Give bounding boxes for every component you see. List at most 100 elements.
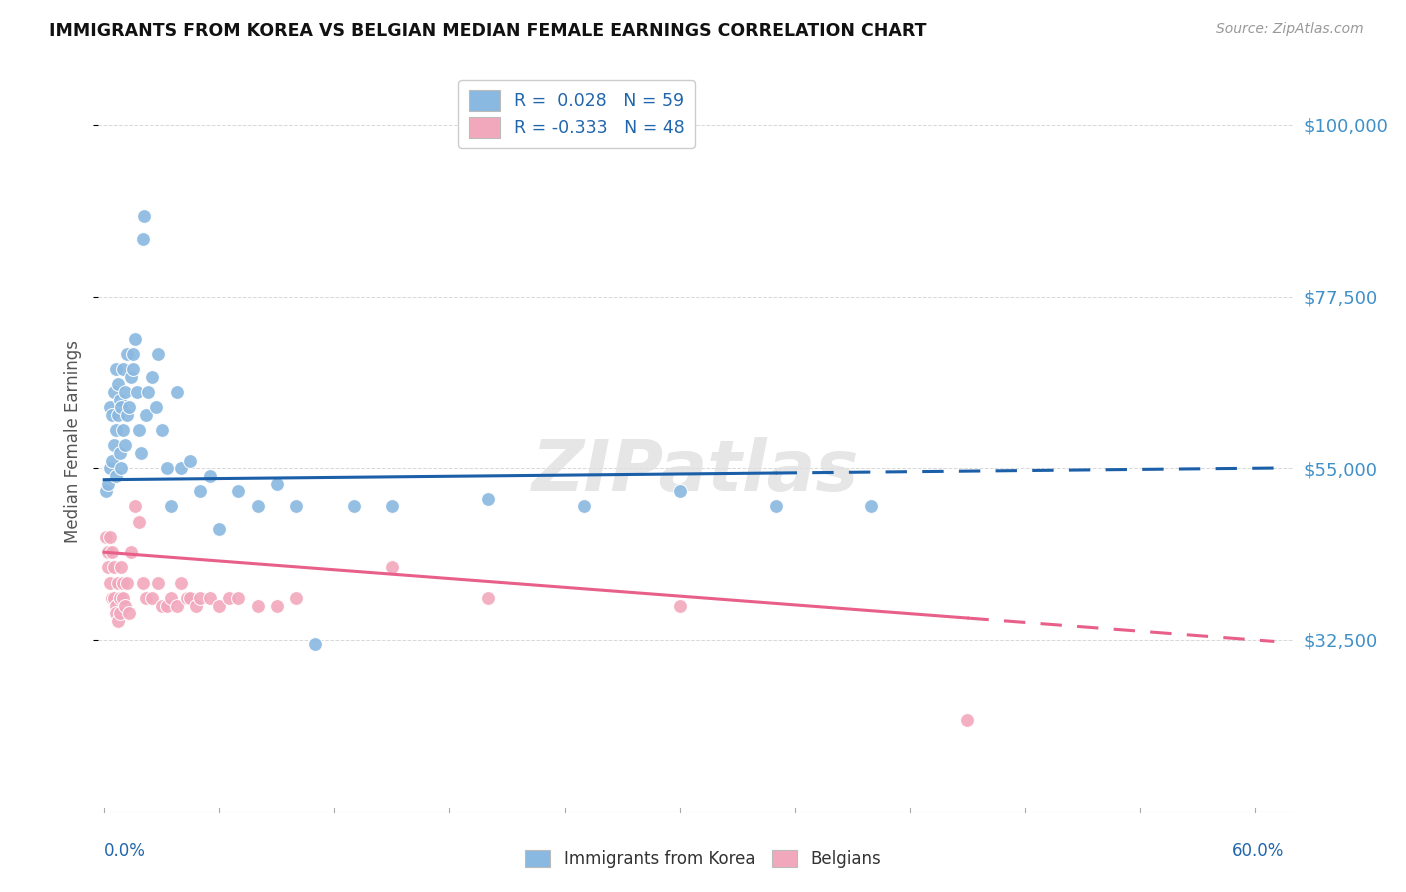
Point: [218, 591, 240, 605]
Point: [103, 591, 125, 605]
Point: [228, 484, 250, 499]
Point: [170, 575, 193, 590]
Point: [266, 599, 288, 613]
Point: [108, 591, 131, 605]
Point: [125, 384, 148, 399]
Point: [166, 599, 188, 613]
Point: [208, 599, 231, 613]
Point: [128, 515, 150, 529]
Point: [170, 461, 193, 475]
Point: [128, 423, 150, 437]
Point: [120, 545, 142, 559]
Point: [135, 591, 157, 605]
Point: [477, 591, 499, 605]
Point: [131, 232, 153, 246]
Point: [107, 408, 129, 422]
Point: [246, 599, 269, 613]
Point: [668, 484, 690, 499]
Point: [108, 607, 131, 621]
Point: [110, 560, 132, 574]
Point: [118, 400, 141, 414]
Point: [124, 331, 146, 345]
Point: [115, 408, 138, 422]
Point: [120, 369, 142, 384]
Point: [765, 500, 787, 514]
Point: [112, 362, 135, 376]
Point: [114, 384, 136, 399]
Point: [103, 384, 125, 399]
Point: [94, 530, 117, 544]
Point: [97, 545, 120, 559]
Point: [131, 575, 153, 590]
Point: [108, 392, 131, 407]
Point: [104, 423, 127, 437]
Point: [101, 545, 124, 559]
Text: IMMIGRANTS FROM KOREA VS BELGIAN MEDIAN FEMALE EARNINGS CORRELATION CHART: IMMIGRANTS FROM KOREA VS BELGIAN MEDIAN …: [49, 22, 927, 40]
Point: [150, 423, 173, 437]
Point: [107, 377, 129, 392]
Point: [115, 575, 138, 590]
Point: [228, 591, 250, 605]
Point: [101, 453, 124, 467]
Point: [188, 591, 211, 605]
Point: [150, 599, 173, 613]
Point: [104, 362, 127, 376]
Text: 0.0%: 0.0%: [104, 842, 146, 860]
Text: Source: ZipAtlas.com: Source: ZipAtlas.com: [1216, 22, 1364, 37]
Legend: Immigrants from Korea, Belgians: Immigrants from Korea, Belgians: [519, 843, 887, 875]
Point: [110, 400, 132, 414]
Point: [176, 591, 198, 605]
Point: [115, 347, 138, 361]
Point: [342, 500, 364, 514]
Point: [146, 347, 169, 361]
Point: [208, 522, 231, 536]
Point: [98, 575, 121, 590]
Point: [179, 591, 201, 605]
Point: [145, 400, 167, 414]
Point: [124, 500, 146, 514]
Point: [160, 591, 183, 605]
Point: [135, 408, 157, 422]
Point: [97, 476, 120, 491]
Point: [179, 453, 201, 467]
Point: [146, 575, 169, 590]
Point: [198, 591, 221, 605]
Point: [103, 438, 125, 452]
Point: [141, 369, 163, 384]
Y-axis label: Median Female Earnings: Median Female Earnings: [65, 340, 83, 543]
Point: [101, 408, 124, 422]
Point: [97, 560, 120, 574]
Point: [381, 560, 404, 574]
Point: [104, 607, 127, 621]
Point: [186, 599, 208, 613]
Point: [668, 599, 690, 613]
Point: [98, 400, 121, 414]
Point: [156, 599, 179, 613]
Point: [101, 591, 124, 605]
Point: [166, 384, 188, 399]
Point: [112, 575, 135, 590]
Point: [246, 500, 269, 514]
Point: [134, 210, 156, 224]
Point: [98, 461, 121, 475]
Point: [160, 500, 183, 514]
Text: ZIPatlas: ZIPatlas: [533, 437, 859, 506]
Point: [129, 446, 152, 460]
Point: [112, 591, 135, 605]
Point: [118, 607, 141, 621]
Point: [122, 347, 145, 361]
Point: [114, 599, 136, 613]
Point: [198, 469, 221, 483]
Point: [304, 637, 326, 651]
Point: [122, 362, 145, 376]
Point: [110, 461, 132, 475]
Point: [141, 591, 163, 605]
Point: [860, 500, 883, 514]
Point: [112, 423, 135, 437]
Point: [94, 484, 117, 499]
Point: [188, 484, 211, 499]
Text: 60.0%: 60.0%: [1232, 842, 1284, 860]
Legend: R =  0.028   N = 59, R = -0.333   N = 48: R = 0.028 N = 59, R = -0.333 N = 48: [458, 80, 695, 148]
Point: [477, 491, 499, 506]
Point: [381, 500, 404, 514]
